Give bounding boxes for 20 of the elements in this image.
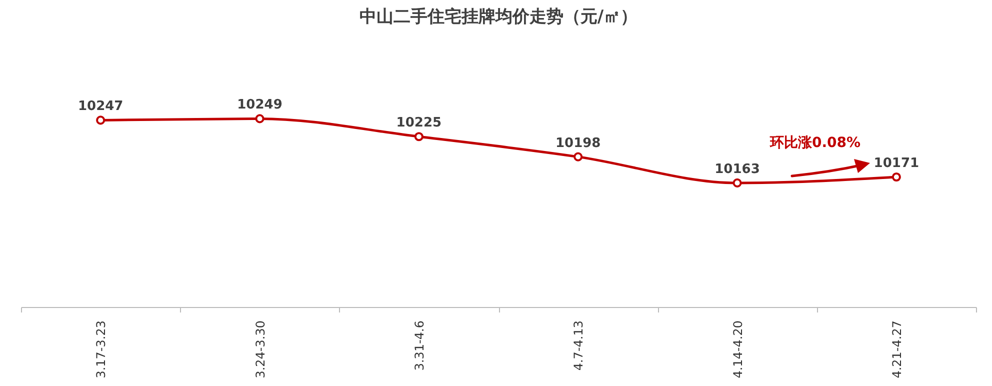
x-tick-label: 3.24-3.30	[253, 320, 268, 378]
data-label: 10225	[396, 116, 442, 131]
point	[892, 172, 901, 182]
x-tick-label: 4.14-4.20	[730, 320, 745, 378]
data-label: 10198	[555, 136, 601, 151]
x-tick-label: 3.31-4.6	[412, 320, 426, 371]
point	[96, 116, 106, 125]
x-tick-label: 4.7-4.13	[572, 320, 586, 371]
point	[255, 114, 264, 124]
data-label: 10247	[78, 99, 124, 114]
data-label: 10249	[237, 98, 282, 113]
annotation: 环比涨0.08%	[770, 134, 861, 152]
data-label: 10171	[874, 156, 920, 171]
point	[414, 132, 424, 142]
point	[732, 178, 742, 188]
data-label: 10163	[714, 162, 760, 177]
x-tick-label: 3.17-3.23	[94, 320, 108, 378]
chart-title: 中山二手住宅挂牌均价走势（元/㎡）	[359, 7, 638, 27]
x-tick-label: 4.21-4.27	[890, 320, 904, 378]
point	[574, 152, 583, 162]
